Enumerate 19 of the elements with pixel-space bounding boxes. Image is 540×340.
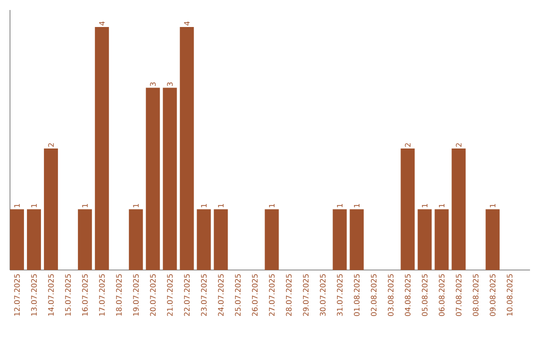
bar	[162, 88, 177, 270]
bar	[196, 209, 211, 270]
bar	[94, 27, 109, 270]
bar	[128, 209, 143, 270]
bar	[78, 209, 92, 270]
bar	[10, 209, 24, 270]
bar	[452, 148, 466, 270]
bar	[400, 148, 415, 270]
bar	[264, 209, 279, 270]
bar	[146, 88, 160, 270]
bar	[486, 209, 500, 270]
bar	[350, 209, 364, 270]
bar	[44, 148, 58, 270]
bar	[434, 209, 449, 270]
bar	[418, 209, 432, 270]
bar	[26, 209, 41, 270]
bar	[332, 209, 347, 270]
bar	[214, 209, 228, 270]
bar	[180, 27, 194, 270]
